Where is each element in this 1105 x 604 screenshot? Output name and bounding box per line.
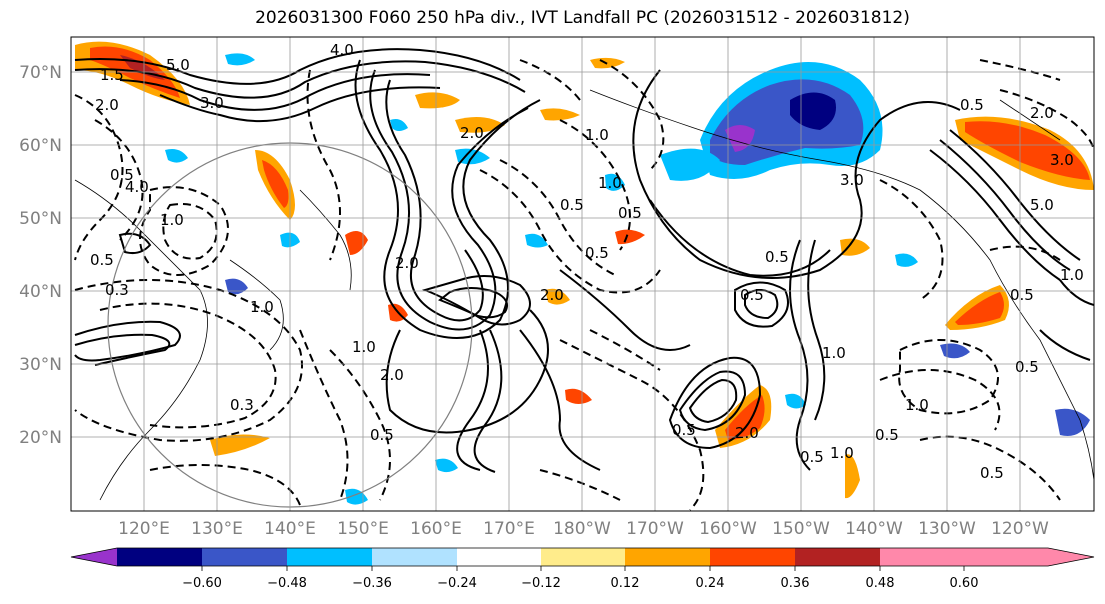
contour-labels: 4.0 5.0 1.5 3.0 2.0 0.5 1.0 4.0 0.5 0.3 … <box>90 41 1084 482</box>
contour-label: 0.3 <box>105 281 129 299</box>
contour-label: 1.0 <box>585 126 609 144</box>
colorbar-tick-label: 0.12 <box>611 576 640 591</box>
contour-label: 0.5 <box>90 251 114 269</box>
lon-label: 130°E <box>191 519 243 539</box>
colorbar-tick-label: 0.60 <box>950 576 979 591</box>
map-frame <box>70 36 1095 512</box>
contour-label: 0.5 <box>980 464 1004 482</box>
contour-label: 0.5 <box>585 244 609 262</box>
colorbar-bin <box>117 548 202 566</box>
contour-label: 1.0 <box>352 338 376 356</box>
contour-label: 2.0 <box>1030 104 1054 122</box>
contour-label: 3.0 <box>200 94 224 112</box>
contour-label: 2.0 <box>735 424 759 442</box>
colorbar-bin <box>541 548 625 566</box>
contour-label: 0.5 <box>960 96 984 114</box>
lon-label: 160°E <box>410 519 462 539</box>
contour-label: 0.5 <box>560 196 584 214</box>
colorbar-tick-label: −0.36 <box>352 576 392 591</box>
lon-label: 120°E <box>118 519 170 539</box>
colorbar-bin <box>71 548 117 566</box>
contour-label: 1.0 <box>905 396 929 414</box>
colorbar-tick-label: 0.24 <box>696 576 725 591</box>
colorbar-tick-label: −0.48 <box>267 576 307 591</box>
contour-label: 0.5 <box>1010 286 1034 304</box>
contour-label: 0.5 <box>618 204 642 222</box>
contour-label: 5.0 <box>166 56 190 74</box>
contour-label: 0.5 <box>110 166 134 184</box>
colorbar-bin <box>202 548 287 566</box>
contour-label: 0.5 <box>875 426 899 444</box>
colorbar-tick-label: −0.12 <box>521 576 561 591</box>
lat-label: 30°N <box>19 355 62 375</box>
colorbar-tick-label: 0.48 <box>866 576 895 591</box>
lat-label: 40°N <box>19 282 62 302</box>
lat-label: 60°N <box>19 136 62 156</box>
contour-label: 0.5 <box>370 426 394 444</box>
colorbar-outline <box>70 547 1095 567</box>
contour-label: 2.0 <box>395 254 419 272</box>
contour-label: 1.0 <box>822 344 846 362</box>
colorbar-bin <box>287 548 372 566</box>
lon-label: 180°W <box>553 519 611 539</box>
contour-label: 1.0 <box>1060 266 1084 284</box>
contour-label: 1.5 <box>100 66 124 84</box>
lat-label: 20°N <box>19 428 62 448</box>
lon-label: 150°E <box>337 519 389 539</box>
colorbar: −0.60 −0.48 −0.36 −0.24 −0.12 0.12 0.24 … <box>70 547 1095 591</box>
contour-label: 5.0 <box>1030 196 1054 214</box>
contour-label: 2.0 <box>380 366 404 384</box>
ivt-contours-dashed <box>74 59 1094 511</box>
colorbar-tick-label: −0.60 <box>182 576 222 591</box>
contour-label: 3.0 <box>840 171 864 189</box>
contour-label: 4.0 <box>330 41 354 59</box>
lat-label: 50°N <box>19 209 62 229</box>
colorbar-tick-label: −0.24 <box>437 576 477 591</box>
colorbar-bin <box>710 548 795 566</box>
divergence-shading <box>75 41 1094 505</box>
contour-label: 2.0 <box>540 286 564 304</box>
colorbar-bin <box>372 548 457 566</box>
colorbar-bin <box>625 548 710 566</box>
contour-label: 0.5 <box>800 448 824 466</box>
contour-label: 0.5 <box>740 286 764 304</box>
lon-label: 120°W <box>991 519 1049 539</box>
map-title: 2026031300 F060 250 hPa div., IVT Landfa… <box>255 8 910 28</box>
lon-label: 140°W <box>845 519 903 539</box>
colorbar-bin <box>457 548 541 566</box>
contour-label: 1.0 <box>830 444 854 462</box>
lat-label: 70°N <box>19 63 62 83</box>
contour-label: 0.3 <box>230 396 254 414</box>
contour-label: 0.5 <box>1015 358 1039 376</box>
lon-label: 140°E <box>264 519 316 539</box>
map-plot-area <box>71 37 1094 511</box>
contour-label: 1.0 <box>598 174 622 192</box>
contour-label: 2.0 <box>460 124 484 142</box>
contour-label: 1.0 <box>250 298 274 316</box>
colorbar-bin <box>880 548 1094 566</box>
lon-label: 160°W <box>699 519 757 539</box>
lon-label: 170°W <box>626 519 684 539</box>
contour-label: 2.0 <box>95 96 119 114</box>
contour-label: 3.0 <box>1050 151 1074 169</box>
latitude-labels: 70°N 60°N 50°N 40°N 30°N 20°N <box>19 63 62 448</box>
lon-label: 130°W <box>918 519 976 539</box>
longitude-labels: 120°E 130°E 140°E 150°E 160°E 170°E 180°… <box>118 519 1049 539</box>
lon-label: 150°W <box>772 519 830 539</box>
contour-label: 0.5 <box>672 421 696 439</box>
colorbar-bin <box>795 548 880 566</box>
contour-label: 4.0 <box>125 178 149 196</box>
lon-label: 170°E <box>483 519 535 539</box>
contour-label: 1.0 <box>160 211 184 229</box>
gridlines <box>71 37 1094 511</box>
colorbar-tick-label: 0.36 <box>781 576 810 591</box>
contour-label: 0.5 <box>765 248 789 266</box>
